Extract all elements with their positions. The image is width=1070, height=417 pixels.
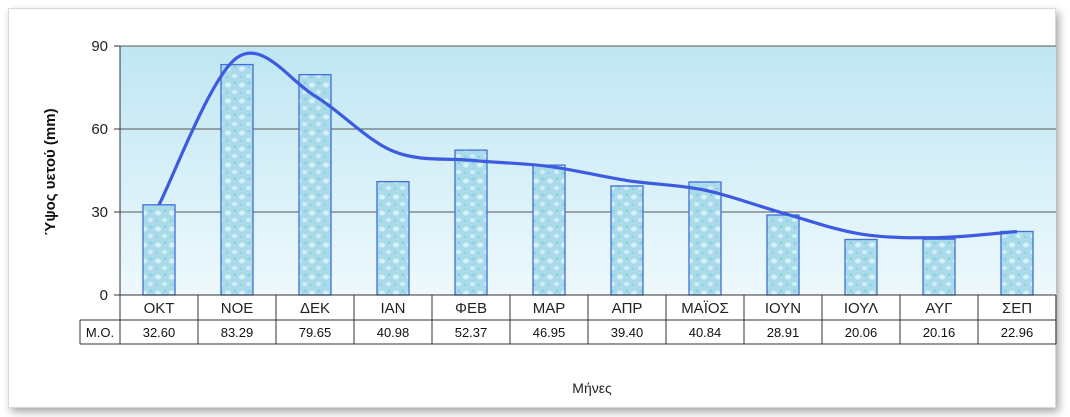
bar	[298, 73, 332, 296]
plot-area	[120, 46, 1056, 295]
y-tick-label: 0	[100, 287, 108, 304]
y-tick-label: 60	[91, 121, 108, 138]
series-name: Μ.Ο.	[86, 325, 114, 340]
data-label: 32.60	[143, 325, 176, 340]
bar	[844, 238, 878, 296]
data-label: 20.06	[845, 325, 878, 340]
gridlines	[120, 45, 1056, 213]
x-tick-label: ΔΕΚ	[300, 300, 330, 317]
trend-line	[157, 51, 1018, 240]
bar	[220, 63, 254, 296]
data-label: 40.84	[689, 325, 722, 340]
x-tick-label: ΙΑΝ	[380, 300, 405, 317]
bar	[532, 164, 566, 296]
x-tick-label: ΣΕΠ	[1002, 300, 1032, 317]
y-tick-labels: 0 30 60 90	[91, 38, 108, 304]
x-tick-label: ΝΟΕ	[221, 300, 254, 317]
x-tick-label: ΑΠΡ	[612, 300, 643, 317]
bar	[454, 149, 488, 296]
data-label: 83.29	[221, 325, 254, 340]
x-tick-label: ΙΟΥΛ	[844, 300, 878, 317]
bar	[922, 238, 956, 296]
data-label: 79.65	[299, 325, 332, 340]
x-tick-label: ΜΑΡ	[533, 300, 566, 317]
data-label: 39.40	[611, 325, 644, 340]
bar	[610, 185, 644, 296]
data-table: ΟΚΤ ΝΟΕ ΔΕΚ ΙΑΝ ΦΕΒ ΜΑΡ ΑΠΡ ΜΑΪΟΣ ΙΟΥΝ ΙΟΥΛ ΑΥΓ ΣΕΠ…	[79, 294, 1057, 345]
bar	[1000, 230, 1034, 296]
data-label: 46.95	[533, 325, 566, 340]
y-axis-label: Ύψος υετού (mm)	[42, 108, 59, 235]
x-axis-label: Μήνες	[572, 380, 612, 396]
data-label: 20.16	[923, 325, 956, 340]
data-label: 40.98	[377, 325, 410, 340]
x-tick-label: ΦΕΒ	[455, 300, 487, 317]
data-label: 28.91	[767, 325, 800, 340]
axes	[114, 45, 121, 296]
x-tick-label: ΑΥΓ	[925, 300, 952, 317]
y-tick-label: 30	[91, 204, 108, 221]
bar	[376, 180, 410, 296]
bar	[766, 214, 800, 296]
bars	[142, 63, 1034, 296]
y-tick-label: 90	[91, 38, 108, 55]
bar	[688, 181, 722, 296]
x-tick-label: ΟΚΤ	[144, 300, 175, 317]
x-tick-label: ΜΑΪΟΣ	[681, 300, 729, 317]
x-tick-label: ΙΟΥΝ	[765, 300, 801, 317]
bar	[142, 204, 176, 296]
data-label: 52.37	[455, 325, 488, 340]
data-label: 22.96	[1001, 325, 1034, 340]
